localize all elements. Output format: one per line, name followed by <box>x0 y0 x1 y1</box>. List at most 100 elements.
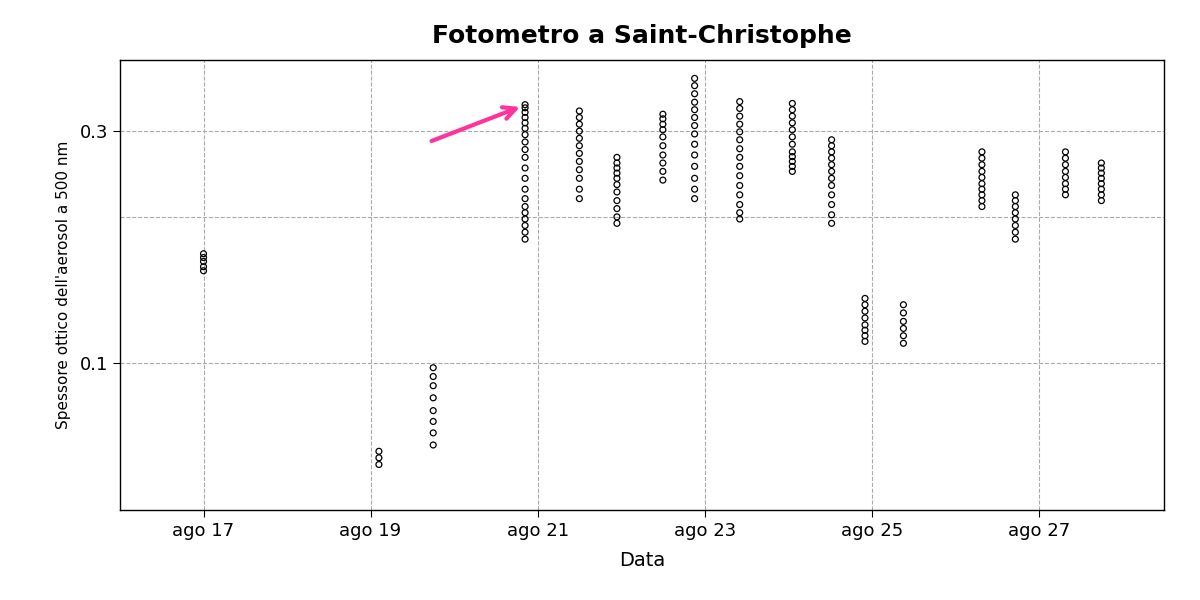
Point <box>653 167 672 176</box>
Point <box>730 112 749 121</box>
Point <box>822 141 841 151</box>
Point <box>685 74 704 83</box>
Point <box>516 152 535 162</box>
Point <box>653 132 672 142</box>
Point <box>685 161 704 171</box>
Point <box>194 262 214 272</box>
Point <box>516 163 535 173</box>
Point <box>972 167 991 176</box>
Point <box>1092 179 1111 188</box>
Point <box>1092 158 1111 168</box>
Point <box>894 317 913 326</box>
Point <box>685 129 704 139</box>
Point <box>1006 221 1025 230</box>
Point <box>685 105 704 115</box>
Point <box>894 300 913 310</box>
Point <box>607 218 626 228</box>
Point <box>516 124 535 133</box>
Point <box>782 118 802 128</box>
Point <box>516 235 535 244</box>
Point <box>822 167 841 176</box>
Point <box>972 196 991 205</box>
Point <box>730 181 749 190</box>
Point <box>570 134 589 143</box>
Point <box>516 221 535 230</box>
Point <box>194 249 214 259</box>
Point <box>1006 196 1025 205</box>
Point <box>1092 169 1111 178</box>
Point <box>653 150 672 160</box>
Point <box>730 190 749 200</box>
Point <box>1006 227 1025 237</box>
Point <box>653 119 672 129</box>
Point <box>1056 147 1075 157</box>
Point <box>1056 173 1075 182</box>
Point <box>424 406 443 415</box>
Point <box>822 181 841 190</box>
Point <box>516 202 535 211</box>
Y-axis label: Spessore ottico dell'aerosol a 500 nm: Spessore ottico dell'aerosol a 500 nm <box>56 141 71 429</box>
Point <box>1006 214 1025 224</box>
Point <box>607 187 626 197</box>
Point <box>424 381 443 391</box>
Point <box>570 184 589 194</box>
Point <box>516 107 535 117</box>
Point <box>730 214 749 224</box>
Point <box>822 218 841 228</box>
Point <box>822 210 841 220</box>
Point <box>516 145 535 154</box>
Point <box>856 293 875 303</box>
Point <box>570 141 589 151</box>
Point <box>782 98 802 108</box>
Point <box>570 173 589 183</box>
Point <box>730 127 749 137</box>
Point <box>370 446 389 456</box>
Point <box>730 208 749 217</box>
Point <box>1006 235 1025 244</box>
Point <box>856 313 875 323</box>
Point <box>730 119 749 129</box>
Point <box>972 173 991 182</box>
Point <box>570 149 589 158</box>
Point <box>856 307 875 316</box>
Point <box>685 89 704 98</box>
Point <box>1006 202 1025 211</box>
Point <box>424 416 443 426</box>
Point <box>653 175 672 185</box>
Point <box>972 190 991 200</box>
Point <box>516 118 535 128</box>
Point <box>730 104 749 113</box>
Point <box>607 204 626 214</box>
Point <box>782 152 802 161</box>
Point <box>685 121 704 130</box>
Point <box>856 300 875 310</box>
Point <box>685 194 704 203</box>
Point <box>685 97 704 107</box>
Point <box>516 100 535 109</box>
Point <box>516 214 535 224</box>
Point <box>1092 163 1111 173</box>
X-axis label: Data: Data <box>619 551 665 570</box>
Point <box>972 202 991 211</box>
Point <box>730 161 749 171</box>
Point <box>516 113 535 122</box>
Point <box>1092 173 1111 183</box>
Point <box>972 184 991 194</box>
Point <box>856 325 875 335</box>
Point <box>1006 208 1025 217</box>
Point <box>607 152 626 162</box>
Point <box>1056 190 1075 200</box>
Point <box>653 158 672 168</box>
Point <box>570 106 589 116</box>
Point <box>1092 190 1111 200</box>
Point <box>972 147 991 157</box>
Point <box>424 363 443 373</box>
Point <box>370 453 389 463</box>
Point <box>607 180 626 190</box>
Point <box>685 184 704 194</box>
Point <box>972 179 991 188</box>
Point <box>570 119 589 129</box>
Point <box>782 157 802 166</box>
Point <box>607 173 626 183</box>
Point <box>1006 190 1025 200</box>
